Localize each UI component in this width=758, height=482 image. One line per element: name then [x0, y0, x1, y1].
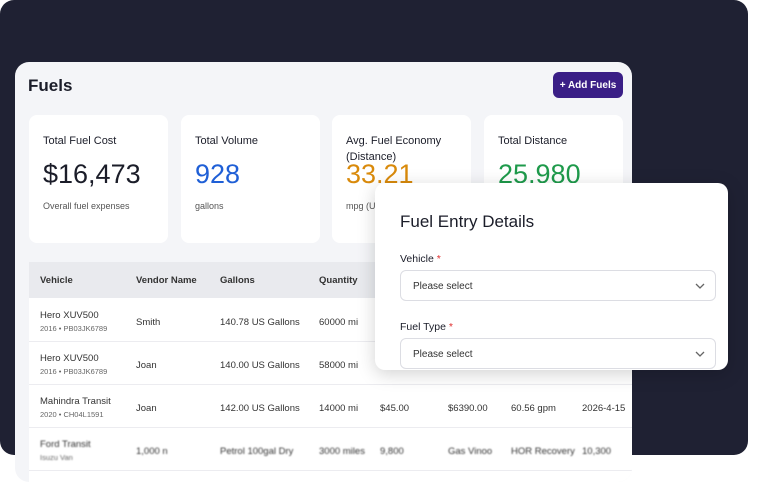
row-divider — [29, 427, 632, 428]
table-cell: $45.00 — [380, 403, 410, 414]
page-title: Fuels — [28, 76, 73, 95]
select[interactable]: Please select — [400, 270, 716, 301]
stat-note: gallons — [195, 201, 224, 211]
column-header: Gallons — [220, 275, 255, 286]
vehicle-sub: Isuzu Van — [40, 453, 73, 462]
vehicle-sub: 2020 • CH04L1591 — [40, 410, 104, 419]
table-cell: Gas Vinoo — [448, 446, 493, 457]
table-cell: Joan — [136, 360, 157, 371]
table-cell: 60000 mi — [319, 317, 359, 328]
table-cell: $6390.00 — [448, 403, 488, 414]
table-cell: HOR Recovery — [511, 446, 575, 457]
stat-note: mpg (US) — [346, 201, 385, 211]
table-cell: 1,000 n — [136, 446, 168, 457]
table-cell: Smith — [136, 317, 161, 328]
stat-card: Total Volume 928 gallons — [181, 115, 320, 243]
table-cell: 60.56 gpm — [511, 403, 556, 414]
field-label: Fuel Type * — [400, 321, 453, 333]
table-cell: Petrol 100gal Dry — [220, 446, 294, 457]
column-header: Quantity — [319, 275, 358, 286]
row-divider — [29, 341, 632, 342]
vehicle-name: Hero XUV500 — [40, 353, 99, 364]
table-cell: 3000 miles — [319, 446, 365, 457]
chevron — [695, 351, 705, 357]
vehicle-name: Mahindra Transit — [40, 396, 111, 407]
column-header: Vehicle — [40, 275, 73, 286]
stat-label: Total Volume — [195, 135, 258, 147]
vehicle-sub: 2016 • PB03JK6789 — [40, 367, 108, 376]
table-cell: 58000 mi — [319, 360, 359, 371]
table-cell: 140.00 US Gallons — [220, 360, 300, 371]
label-text: Vehicle — [400, 253, 434, 265]
stat-value: $16,473 — [43, 159, 141, 189]
required-mark: * — [436, 253, 441, 265]
stat-card: Total Fuel Cost $16,473 Overall fuel expen… — [29, 115, 168, 243]
stat-label: Avg. Fuel Economy (Distance) — [346, 135, 442, 163]
label-text: Fuel Type — [400, 321, 446, 333]
select[interactable]: Please select — [400, 338, 716, 369]
vehicle-sub: 2016 • PB03JK6789 — [40, 324, 108, 333]
stat-label: Total Distance — [498, 135, 568, 147]
stat-label: Total Fuel Cost — [43, 135, 117, 147]
stat-note: Overall fuel expenses — [43, 201, 130, 211]
table-cell: 140.78 US Gallons — [220, 317, 300, 328]
vehicle-name: Ford Transit — [40, 439, 91, 450]
column-header: Vendor Name — [136, 275, 197, 286]
table-cell: 9,800 — [380, 446, 404, 457]
placeholder: Please select — [413, 281, 473, 292]
table-cell: 142.00 US Gallons — [220, 403, 300, 414]
vehicle-name: Hero XUV500 — [40, 310, 99, 321]
placeholder: Please select — [413, 349, 473, 360]
table-cell: 14000 mi — [319, 403, 359, 414]
row-divider — [29, 470, 632, 471]
table-cell: 2026-4-15 — [582, 403, 626, 414]
stat-value: 928 — [195, 159, 241, 189]
required-mark: * — [448, 321, 453, 333]
add-button[interactable]: + Add Fuels — [553, 72, 623, 98]
modal-title: Fuel Entry Details — [400, 212, 535, 231]
table-cell: Joan — [136, 403, 157, 414]
table-cell: 10,300 — [582, 446, 612, 457]
field-label: Vehicle * — [400, 253, 441, 265]
modal: Fuel Entry Details Vehicle * Please selec… — [375, 183, 728, 370]
chevron — [695, 283, 705, 289]
row-divider — [29, 384, 632, 385]
